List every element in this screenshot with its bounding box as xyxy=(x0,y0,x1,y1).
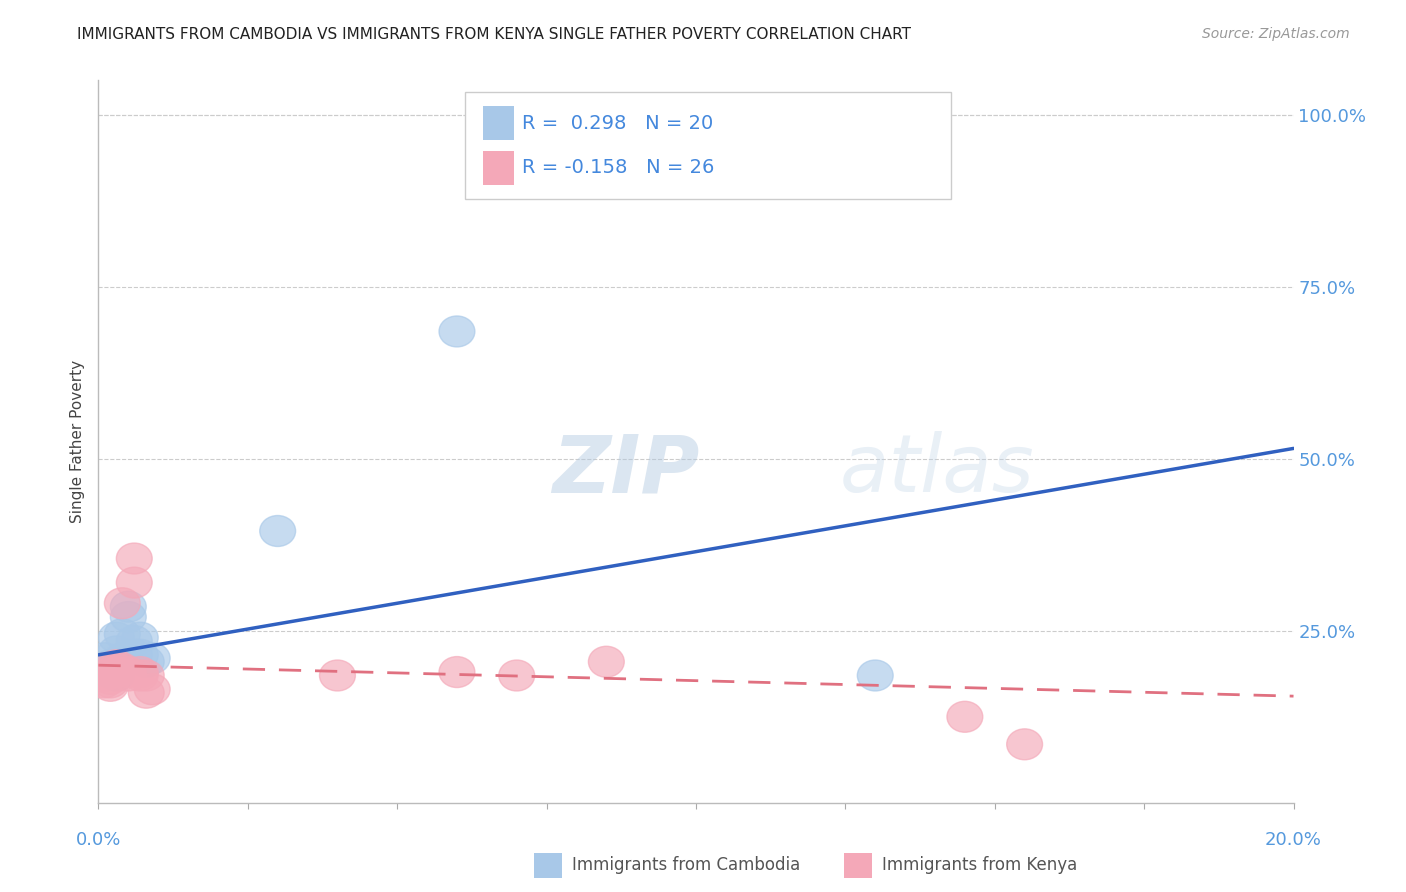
Ellipse shape xyxy=(110,591,146,623)
Ellipse shape xyxy=(87,660,122,691)
Ellipse shape xyxy=(122,657,159,688)
Ellipse shape xyxy=(948,701,983,732)
Text: Source: ZipAtlas.com: Source: ZipAtlas.com xyxy=(1202,27,1350,41)
Ellipse shape xyxy=(93,664,128,694)
Ellipse shape xyxy=(87,667,122,698)
Ellipse shape xyxy=(499,660,534,691)
Ellipse shape xyxy=(93,671,128,701)
Ellipse shape xyxy=(98,657,135,688)
Text: atlas: atlas xyxy=(839,432,1035,509)
Ellipse shape xyxy=(104,588,141,619)
Y-axis label: Single Father Poverty: Single Father Poverty xyxy=(70,360,86,523)
Ellipse shape xyxy=(122,623,159,653)
Ellipse shape xyxy=(117,625,152,657)
Ellipse shape xyxy=(319,660,356,691)
Text: 0.0%: 0.0% xyxy=(76,831,121,849)
Ellipse shape xyxy=(98,623,135,653)
Text: Immigrants from Kenya: Immigrants from Kenya xyxy=(882,856,1077,874)
Text: R = -0.158   N = 26: R = -0.158 N = 26 xyxy=(523,158,714,177)
Ellipse shape xyxy=(117,543,152,574)
Ellipse shape xyxy=(117,640,152,671)
Ellipse shape xyxy=(122,640,159,671)
Ellipse shape xyxy=(104,653,141,684)
Ellipse shape xyxy=(98,649,135,681)
Ellipse shape xyxy=(1007,729,1043,760)
Text: IMMIGRANTS FROM CAMBODIA VS IMMIGRANTS FROM KENYA SINGLE FATHER POVERTY CORRELAT: IMMIGRANTS FROM CAMBODIA VS IMMIGRANTS F… xyxy=(77,27,911,42)
Ellipse shape xyxy=(439,657,475,688)
Ellipse shape xyxy=(93,657,128,688)
Ellipse shape xyxy=(87,653,122,684)
Text: ZIP: ZIP xyxy=(553,432,700,509)
Ellipse shape xyxy=(128,677,165,708)
Ellipse shape xyxy=(98,636,135,667)
Ellipse shape xyxy=(589,646,624,677)
Ellipse shape xyxy=(104,619,141,649)
Text: R =  0.298   N = 20: R = 0.298 N = 20 xyxy=(523,113,714,133)
Ellipse shape xyxy=(98,653,135,684)
Ellipse shape xyxy=(110,660,146,691)
Ellipse shape xyxy=(93,649,128,681)
Text: 20.0%: 20.0% xyxy=(1265,831,1322,849)
Ellipse shape xyxy=(104,643,141,673)
Ellipse shape xyxy=(98,660,135,691)
Ellipse shape xyxy=(128,646,165,677)
Ellipse shape xyxy=(122,660,159,691)
Ellipse shape xyxy=(135,643,170,673)
Ellipse shape xyxy=(117,567,152,599)
Ellipse shape xyxy=(135,673,170,705)
Ellipse shape xyxy=(110,657,146,688)
Ellipse shape xyxy=(128,660,165,691)
Ellipse shape xyxy=(87,643,122,673)
Ellipse shape xyxy=(87,653,122,684)
Ellipse shape xyxy=(93,667,128,698)
Text: Immigrants from Cambodia: Immigrants from Cambodia xyxy=(572,856,800,874)
Ellipse shape xyxy=(858,660,893,691)
Ellipse shape xyxy=(439,316,475,347)
Ellipse shape xyxy=(110,601,146,632)
Ellipse shape xyxy=(260,516,295,547)
